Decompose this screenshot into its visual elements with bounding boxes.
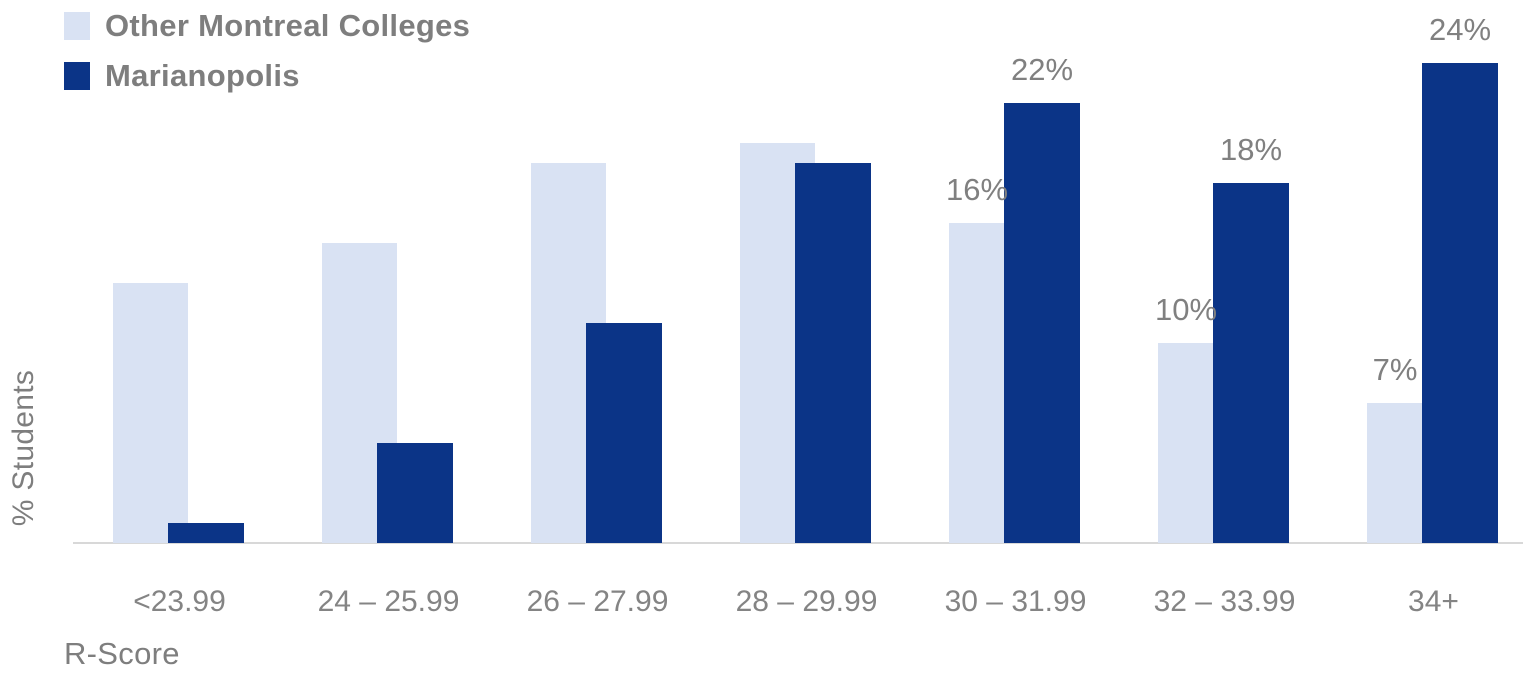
x-tick-label-32-33-99: 32 – 33.99	[1153, 585, 1296, 618]
legend-item-other-colleges: Other Montreal Colleges	[64, 8, 470, 44]
bar-value-label-marianopolis-34+: 24%	[1428, 12, 1492, 47]
x-tick-label-28-29-99: 28 – 29.99	[735, 585, 878, 618]
legend-label-marianopolis: Marianopolis	[105, 58, 300, 93]
bar-marianopolis-26-27-99	[586, 323, 662, 543]
bar-value-label-marianopolis-32-33-99: 18%	[1219, 132, 1283, 167]
bar-value-label-other-colleges-30-31-99: 16%	[945, 172, 1009, 207]
x-tick-label-23-99: <23.99	[133, 585, 226, 618]
x-tick-label-26-27-99: 26 – 27.99	[526, 585, 669, 618]
legend-label-other-colleges: Other Montreal Colleges	[105, 8, 471, 43]
bar-value-label-marianopolis-30-31-99: 22%	[1010, 52, 1074, 87]
x-axis-title: R-Score	[64, 636, 180, 671]
bar-value-label-other-colleges-32-33-99: 10%	[1154, 292, 1218, 327]
bar-marianopolis-23-99	[168, 523, 244, 543]
chart-legend: Other Montreal Colleges Marianopolis	[64, 8, 470, 108]
bar-marianopolis-32-33-99	[1213, 183, 1289, 543]
bar-value-label-other-colleges-34+: 7%	[1372, 352, 1418, 387]
x-tick-label-24-25-99: 24 – 25.99	[317, 585, 460, 618]
x-tick-label-34+: 34+	[1408, 585, 1459, 618]
bar-other-colleges-23-99	[113, 283, 188, 543]
bar-marianopolis-30-31-99	[1004, 103, 1080, 543]
bar-marianopolis-34+	[1422, 63, 1498, 543]
legend-item-marianopolis: Marianopolis	[64, 58, 470, 94]
y-axis-title: % Students	[7, 369, 40, 527]
x-tick-label-30-31-99: 30 – 31.99	[944, 585, 1087, 618]
legend-swatch-other-colleges	[64, 12, 90, 40]
legend-swatch-marianopolis	[64, 62, 90, 90]
bar-marianopolis-28-29-99	[795, 163, 871, 543]
bar-marianopolis-24-25-99	[377, 443, 453, 543]
x-axis-line	[73, 542, 1523, 544]
